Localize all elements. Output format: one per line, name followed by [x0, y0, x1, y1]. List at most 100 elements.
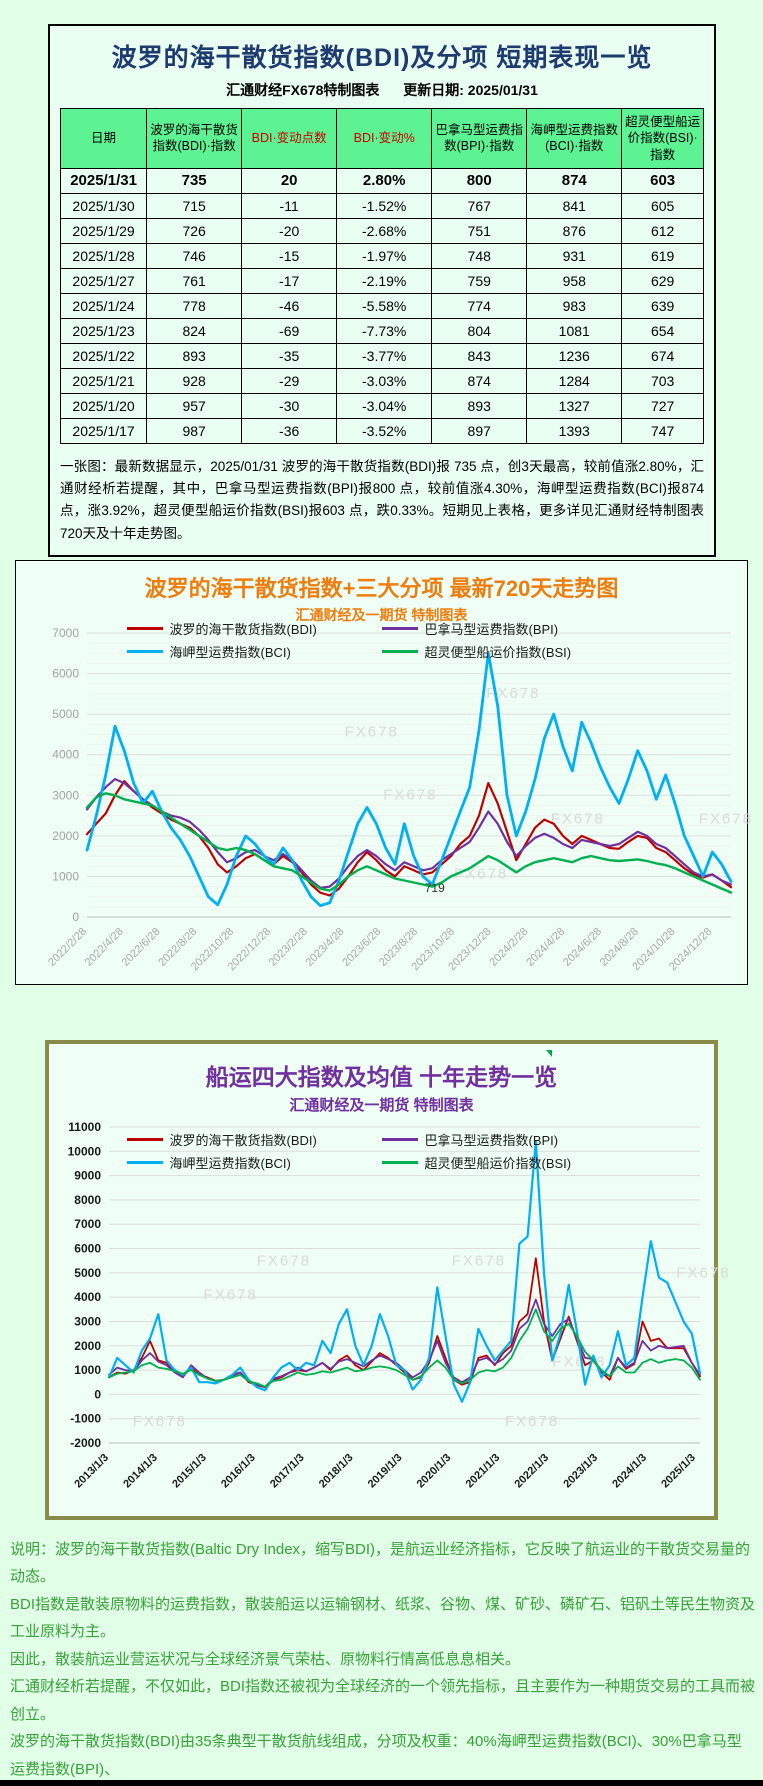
- svg-text:2023/6/28: 2023/6/28: [340, 926, 383, 969]
- cell-bsi: 674: [621, 342, 704, 369]
- svg-text:2023/4/28: 2023/4/28: [304, 926, 347, 969]
- cell-date: 2025/1/24: [59, 292, 148, 319]
- cell-bpi: 874: [431, 367, 528, 394]
- stray-green-mark: [546, 1050, 552, 1057]
- table-updated-date: 更新日期: 2025/01/31: [403, 82, 538, 98]
- svg-text:0: 0: [72, 910, 79, 924]
- cell-bdi: 726: [146, 217, 243, 244]
- cell-bdi_change_pct: -2.68%: [336, 217, 433, 244]
- svg-text:10000: 10000: [68, 1144, 102, 1158]
- svg-text:2020/1/3: 2020/1/3: [415, 1452, 454, 1491]
- svg-text:2023/1/3: 2023/1/3: [561, 1452, 600, 1491]
- watermark: FX678: [133, 1413, 187, 1430]
- cell-bdi_change_pct: -3.77%: [336, 342, 433, 369]
- cell-bsi: 629: [621, 267, 704, 294]
- svg-text:2025/1/3: 2025/1/3: [659, 1452, 698, 1491]
- svg-text:9000: 9000: [74, 1169, 101, 1183]
- svg-text:0: 0: [94, 1387, 101, 1401]
- cell-date: 2025/1/17: [59, 417, 148, 444]
- cell-bdi_change_pct: 2.80%: [336, 167, 433, 194]
- cell-date: 2025/1/27: [59, 267, 148, 294]
- table-row: 2025/1/21 928 -29 -3.03% 874 1284 703: [59, 367, 704, 394]
- series-line-bsi: [108, 1308, 701, 1388]
- svg-text:5000: 5000: [74, 1266, 101, 1280]
- cell-date: 2025/1/22: [59, 342, 148, 369]
- cell-date: 2025/1/29: [59, 217, 148, 244]
- table-source: 汇通财经FX678特制图表: [226, 82, 380, 98]
- series-line-bci: [107, 1140, 702, 1403]
- watermark: FX678: [383, 786, 437, 803]
- cell-date: 2025/1/30: [59, 192, 148, 219]
- svg-text:-1000: -1000: [70, 1412, 101, 1426]
- svg-text:2024/4/28: 2024/4/28: [524, 926, 567, 969]
- svg-text:2022/1/3: 2022/1/3: [512, 1452, 551, 1491]
- cell-bdi: 746: [146, 242, 243, 269]
- svg-text:4000: 4000: [52, 748, 79, 762]
- cell-bsi: 603: [621, 167, 704, 194]
- cell-bsi: 703: [621, 367, 704, 394]
- cell-bdi_change_points: 20: [241, 167, 338, 194]
- series-line-bsi: [85, 792, 733, 894]
- description-line: 说明：波罗的海干散货指数(Baltic Dry Index，缩写BDI)，是航运…: [10, 1541, 751, 1586]
- watermark: FX678: [699, 811, 753, 828]
- table-row: 2025/1/24 778 -46 -5.58% 774 983 639: [59, 292, 704, 319]
- svg-text:2013/1/3: 2013/1/3: [72, 1452, 111, 1491]
- table-row: 2025/1/31 735 20 2.80% 800 874 603: [59, 167, 704, 194]
- table-row: 2025/1/17 987 -36 -3.52% 897 1393 747: [59, 417, 704, 444]
- svg-text:2024/6/28: 2024/6/28: [561, 926, 604, 969]
- cell-bdi: 893: [146, 342, 243, 369]
- cell-bci: 1081: [526, 317, 623, 344]
- watermark: FX678: [257, 1253, 311, 1270]
- trend-10year-card: 船运四大指数及均值 十年走势一览 汇通财经及一期货 特制图表 -2000 -100…: [45, 1040, 729, 1520]
- chart-10year-subtitle: 汇通财经及一期货 特制图表: [289, 1097, 474, 1114]
- cell-bdi: 824: [146, 317, 243, 344]
- table-row: 2025/1/22 893 -35 -3.77% 843 1236 674: [59, 342, 704, 369]
- description-line: BDI指数是散装原物料的运费指数，散装船运以运输钢材、纸浆、谷物、煤、矿砂、磷矿…: [10, 1595, 756, 1641]
- svg-text:3000: 3000: [52, 788, 79, 802]
- cell-bci: 1327: [526, 392, 623, 419]
- watermark: FX678: [505, 1413, 559, 1430]
- cell-bdi_change_pct: -7.73%: [336, 317, 433, 344]
- cell-bdi_change_pct: -2.19%: [336, 267, 433, 294]
- column-header-bdi: 波罗的海干散货指数(BDI)·指数: [146, 108, 243, 169]
- svg-text:5000: 5000: [52, 707, 79, 721]
- svg-text:2022/4/28: 2022/4/28: [83, 926, 126, 969]
- annotation: 719: [425, 881, 445, 895]
- cell-bpi: 800: [431, 167, 528, 194]
- svg-text:8000: 8000: [74, 1193, 101, 1207]
- description-line: 因此，散装航运业营运状况与全球经济景气荣枯、原物料行情高低息息相关。: [10, 1650, 521, 1668]
- cell-bci: 1236: [526, 342, 623, 369]
- table-row: 2025/1/30 715 -11 -1.52% 767 841 605: [59, 192, 704, 219]
- cell-bci: 983: [526, 292, 623, 319]
- series-line-bci: [85, 651, 733, 908]
- cell-bdi_change_points: -36: [241, 417, 338, 444]
- table-note: 一张图：最新数据显示，2025/01/31 波罗的海干散货指数(BDI)报 73…: [60, 458, 704, 541]
- cell-date: 2025/1/20: [59, 392, 148, 419]
- svg-text:2000: 2000: [52, 829, 79, 843]
- column-header-bci: 海岬型运费指数(BCI)·指数: [526, 108, 623, 169]
- watermark: FX678: [204, 1287, 258, 1304]
- cell-bci: 1393: [526, 417, 623, 444]
- cell-bsi: 747: [621, 417, 704, 444]
- series-line-bdi: [108, 1257, 701, 1389]
- svg-text:2014/1/3: 2014/1/3: [121, 1452, 160, 1491]
- cell-bpi: 759: [431, 267, 528, 294]
- watermark: FX678: [452, 1253, 506, 1270]
- trend-720day-card: 波罗的海干散货指数+三大分项 最新720天走势图 汇通财经及一期货 特制图表 0…: [15, 560, 751, 985]
- chart-720day-title: 波罗的海干散货指数+三大分项 最新720天走势图: [144, 576, 619, 601]
- chart-720day-svg: 010002000300040005000600070002022/2/2820…: [46, 626, 751, 973]
- svg-text:2021/1/3: 2021/1/3: [464, 1452, 503, 1491]
- svg-text:2017/1/3: 2017/1/3: [268, 1452, 307, 1491]
- svg-text:2022/2/28: 2022/2/28: [46, 926, 89, 969]
- cell-bpi: 767: [431, 192, 528, 219]
- cell-bpi: 804: [431, 317, 528, 344]
- cell-bdi_change_points: -46: [241, 292, 338, 319]
- cell-bpi: 774: [431, 292, 528, 319]
- bdi-table: 日期 波罗的海干散货指数(BDI)·指数 BDI·变动点数 BDI·变动% 巴拿马型运费…: [59, 108, 704, 444]
- cell-bdi: 761: [146, 267, 243, 294]
- cell-bci: 958: [526, 267, 623, 294]
- description-line: 波罗的海干散货指数(BDI)由35条典型干散货航线组成，分项及权重：40%海岬型…: [10, 1733, 742, 1778]
- svg-text:2015/1/3: 2015/1/3: [170, 1452, 209, 1491]
- cell-bdi: 778: [146, 292, 243, 319]
